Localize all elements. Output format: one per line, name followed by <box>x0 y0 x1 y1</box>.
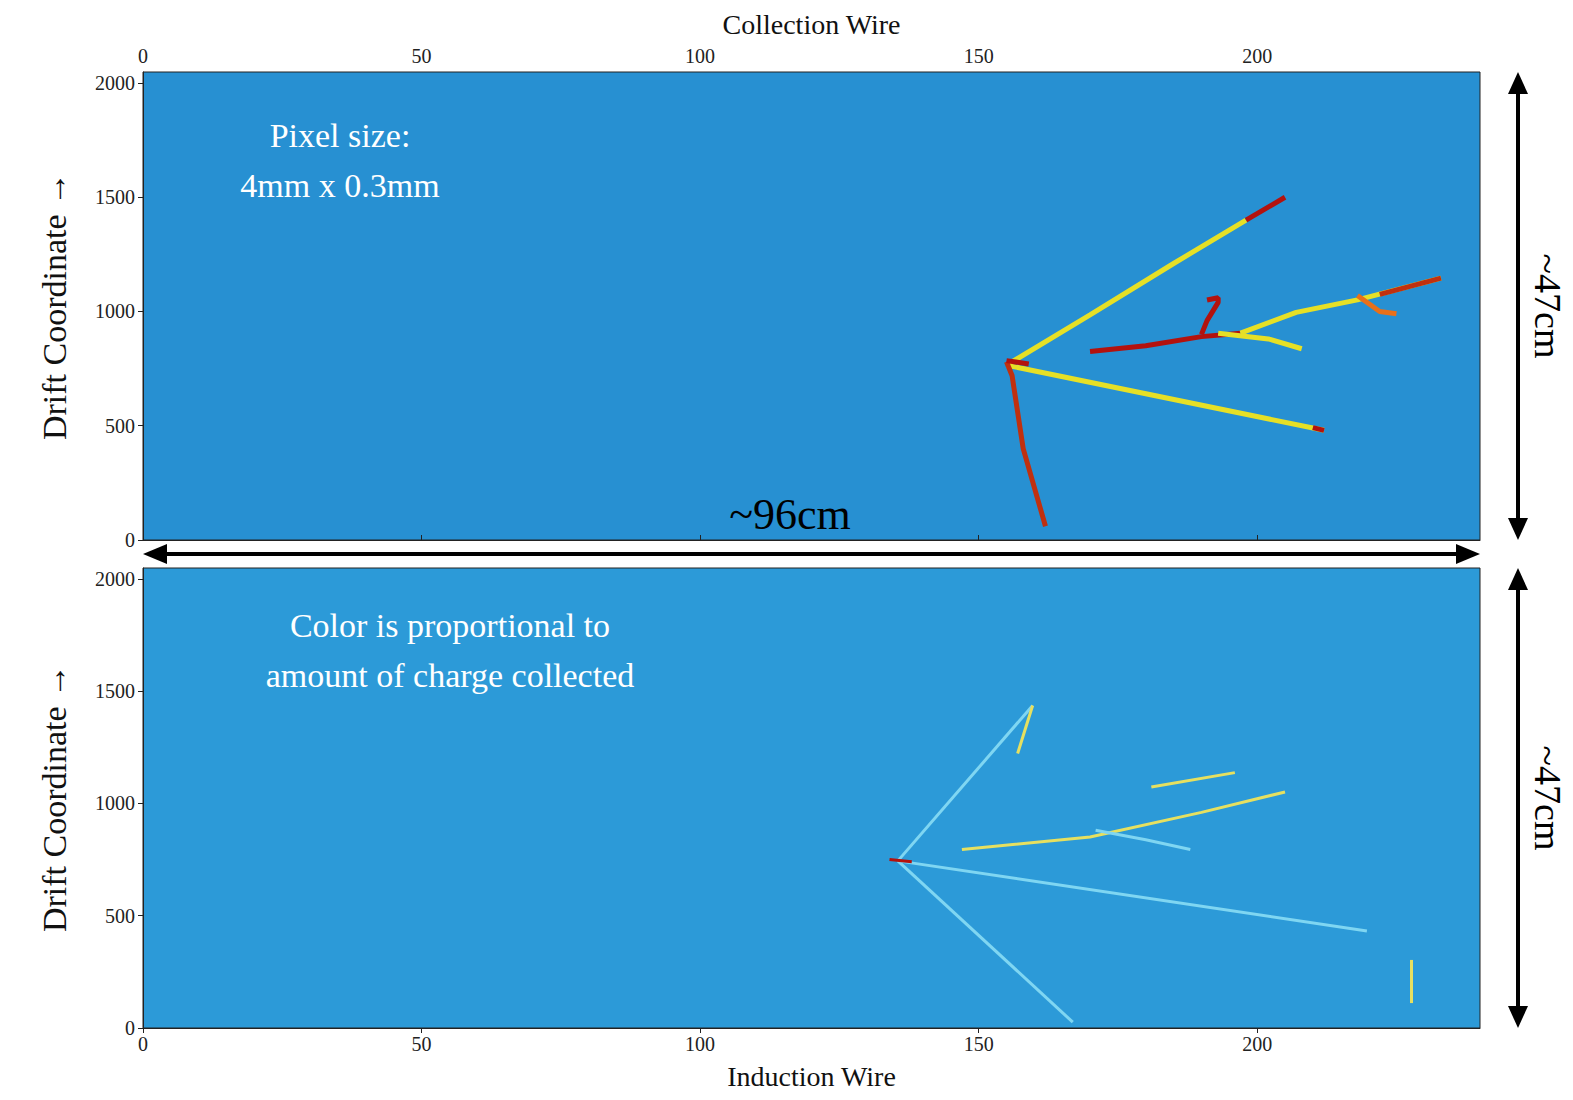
svg-text:100: 100 <box>685 45 715 67</box>
svg-text:100: 100 <box>685 1033 715 1055</box>
svg-text:200: 200 <box>1242 1033 1272 1055</box>
svg-text:~47cm: ~47cm <box>1527 254 1569 359</box>
svg-text:Pixel size:: Pixel size: <box>270 117 411 154</box>
svg-text:2000: 2000 <box>95 72 135 94</box>
svg-text:50: 50 <box>412 45 432 67</box>
svg-text:0: 0 <box>125 529 135 551</box>
svg-text:1000: 1000 <box>95 792 135 814</box>
svg-text:Drift Coordinate →: Drift Coordinate → <box>36 172 73 440</box>
svg-text:500: 500 <box>105 905 135 927</box>
svg-text:200: 200 <box>1242 45 1272 67</box>
svg-text:0: 0 <box>138 45 148 67</box>
svg-text:1500: 1500 <box>95 680 135 702</box>
svg-text:2000: 2000 <box>95 568 135 590</box>
svg-text:150: 150 <box>964 45 994 67</box>
svg-text:50: 50 <box>412 1033 432 1055</box>
svg-text:0: 0 <box>138 1033 148 1055</box>
svg-text:amount of charge collected: amount of charge collected <box>266 657 635 694</box>
svg-text:500: 500 <box>105 415 135 437</box>
svg-text:1500: 1500 <box>95 186 135 208</box>
svg-text:Drift Coordinate →: Drift Coordinate → <box>36 664 73 932</box>
svg-text:1000: 1000 <box>95 300 135 322</box>
svg-text:~47cm: ~47cm <box>1527 746 1569 851</box>
svg-text:4mm x 0.3mm: 4mm x 0.3mm <box>240 167 439 204</box>
svg-text:150: 150 <box>964 1033 994 1055</box>
svg-text:Induction Wire: Induction Wire <box>727 1061 896 1092</box>
svg-text:~96cm: ~96cm <box>729 490 851 539</box>
svg-text:Collection Wire: Collection Wire <box>723 9 901 40</box>
svg-text:0: 0 <box>125 1017 135 1039</box>
svg-text:Color is proportional to: Color is proportional to <box>290 607 610 644</box>
